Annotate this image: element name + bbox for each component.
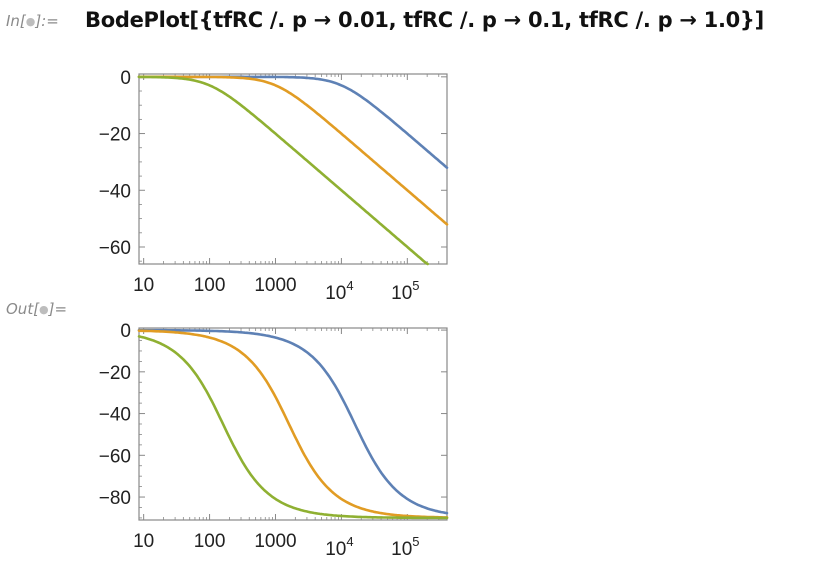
mag-xtick-label: 100 bbox=[194, 275, 226, 296]
mag-series-2-line bbox=[137, 75, 449, 226]
phase-xtick-label: 10 bbox=[133, 531, 154, 552]
phase-xtick-label: 105 bbox=[391, 534, 419, 560]
phase-ytick-label: −60 bbox=[99, 446, 131, 467]
phase-series-3-line bbox=[137, 335, 449, 520]
mag-xtick-label: 1000 bbox=[254, 275, 296, 296]
mag-series-3-line bbox=[137, 75, 429, 266]
phase-ytick-label: 0 bbox=[120, 321, 131, 342]
mag-ytick-label: −40 bbox=[99, 181, 131, 202]
phase-ytick-label: −20 bbox=[99, 363, 131, 384]
in-prefix: In[ bbox=[6, 12, 26, 30]
phase-xtick-label: 104 bbox=[325, 534, 353, 560]
input-code[interactable]: BodePlot[{tfRC /. p → 0.01, tfRC /. p → … bbox=[85, 8, 764, 32]
phase-xtick-label: 1000 bbox=[254, 531, 296, 552]
mag-ytick-label: 0 bbox=[120, 68, 131, 89]
phase-xtick-label: 100 bbox=[194, 531, 226, 552]
out-suffix: ]= bbox=[48, 300, 68, 318]
mag-xtick-label: 104 bbox=[325, 278, 353, 304]
in-suffix: ]:= bbox=[35, 12, 59, 30]
out-dot: ● bbox=[39, 303, 49, 316]
mag-xtick-label: 105 bbox=[391, 278, 419, 304]
phase-frame bbox=[138, 327, 448, 521]
phase-ytick-label: −40 bbox=[99, 405, 131, 426]
input-cell-label: In[●]:= bbox=[6, 12, 59, 30]
output-cell-label: Out[●]= bbox=[6, 300, 67, 318]
mag-ytick-label: −20 bbox=[99, 125, 131, 146]
phase-series-1-line bbox=[137, 328, 449, 515]
mag-xtick-label: 10 bbox=[133, 275, 154, 296]
mag-ytick-label: −60 bbox=[99, 238, 131, 259]
phase-series-2-line bbox=[137, 329, 449, 519]
out-prefix: Out[ bbox=[6, 300, 40, 318]
phase-ytick-label: −80 bbox=[99, 488, 131, 509]
mag-frame bbox=[138, 73, 448, 265]
in-dot: ● bbox=[25, 15, 36, 28]
